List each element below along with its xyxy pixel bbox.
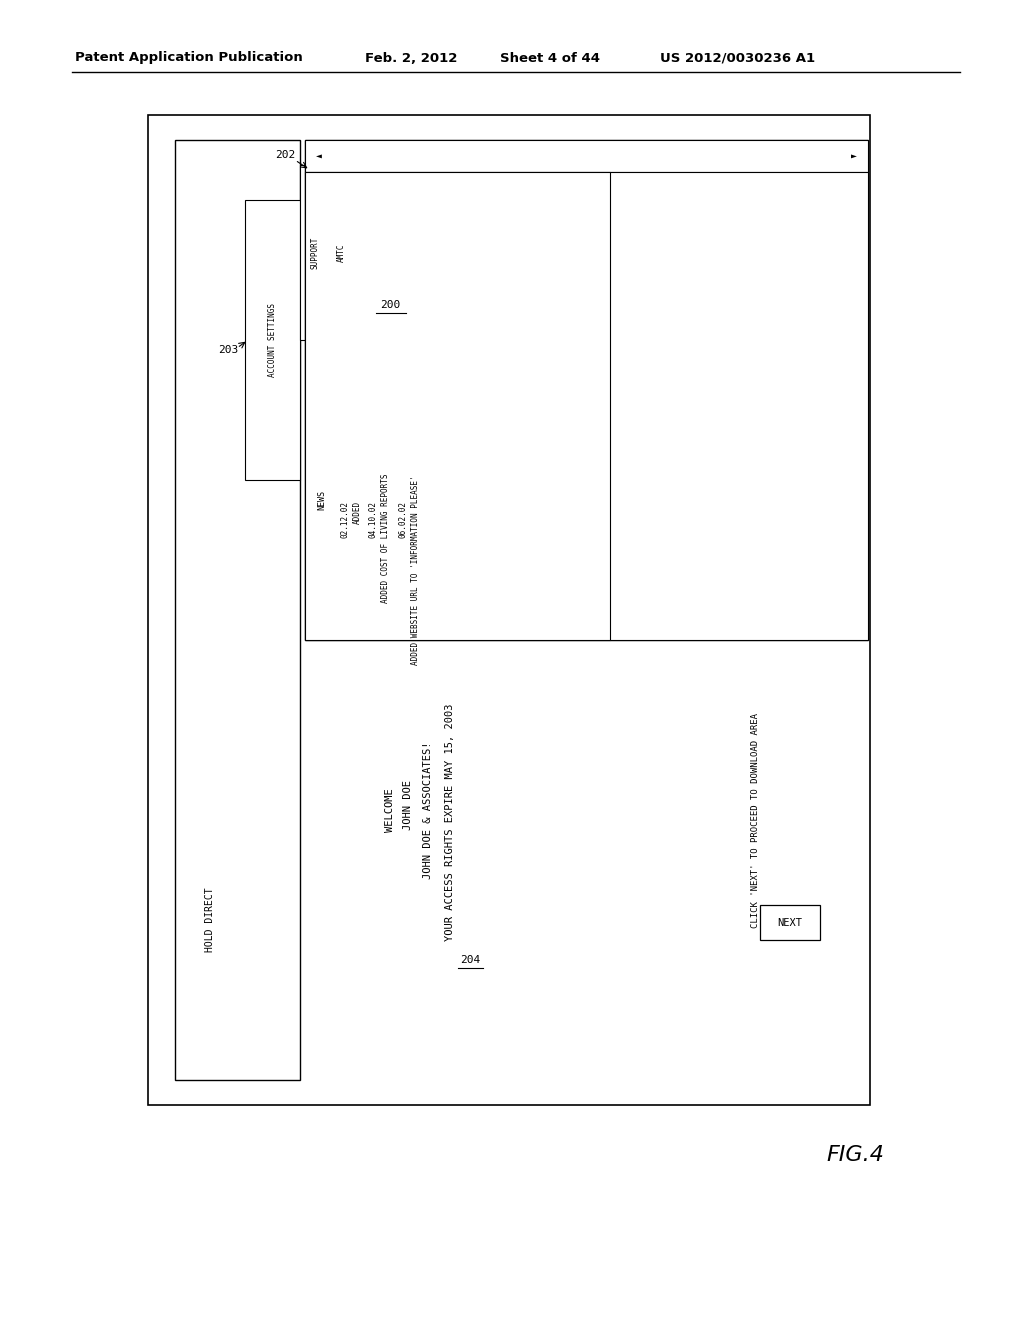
- Bar: [330, 165, 352, 341]
- Bar: [175, 140, 300, 1080]
- Text: 204: 204: [460, 954, 480, 965]
- Text: NEWS: NEWS: [317, 490, 327, 510]
- Text: JOHN DOE: JOHN DOE: [403, 780, 413, 830]
- Text: ◄: ◄: [316, 150, 322, 161]
- Bar: [148, 115, 870, 1105]
- Bar: [300, 165, 330, 341]
- Text: JOHN DOE & ASSOCIATES!: JOHN DOE & ASSOCIATES!: [423, 742, 433, 879]
- Text: WELCOME: WELCOME: [385, 788, 395, 832]
- Text: ADDED WEBSITE URL TO 'INFORMATION PLEASE': ADDED WEBSITE URL TO 'INFORMATION PLEASE…: [411, 475, 420, 665]
- Text: Sheet 4 of 44: Sheet 4 of 44: [500, 51, 600, 65]
- Bar: [305, 140, 868, 640]
- Bar: [760, 906, 820, 940]
- Text: 04.10.02: 04.10.02: [369, 502, 378, 539]
- Bar: [245, 201, 300, 480]
- Bar: [305, 140, 868, 172]
- Text: ACCOUNT SETTINGS: ACCOUNT SETTINGS: [268, 304, 278, 378]
- Text: 203: 203: [218, 345, 239, 355]
- Text: ADDED: ADDED: [352, 500, 361, 524]
- Text: 202: 202: [274, 150, 295, 160]
- Text: NEXT: NEXT: [777, 917, 803, 928]
- Bar: [305, 172, 868, 640]
- Text: Patent Application Publication: Patent Application Publication: [75, 51, 303, 65]
- Text: 200: 200: [380, 300, 400, 310]
- Text: 02.12.02: 02.12.02: [341, 502, 349, 539]
- Text: SUPPORT: SUPPORT: [310, 236, 319, 269]
- Text: Feb. 2, 2012: Feb. 2, 2012: [365, 51, 458, 65]
- Text: YOUR ACCESS RIGHTS EXPIRE MAY 15, 2003: YOUR ACCESS RIGHTS EXPIRE MAY 15, 2003: [445, 704, 455, 941]
- Text: AMTC: AMTC: [337, 243, 345, 261]
- Bar: [305, 172, 610, 640]
- Text: CLICK 'NEXT' TO PROCEED TO DOWNLOAD AREA: CLICK 'NEXT' TO PROCEED TO DOWNLOAD AREA: [751, 713, 760, 928]
- Text: 06.02.02: 06.02.02: [398, 502, 408, 539]
- Text: US 2012/0030236 A1: US 2012/0030236 A1: [660, 51, 815, 65]
- Text: HOLD DIRECT: HOLD DIRECT: [205, 887, 215, 952]
- Text: ADDED COST OF LIVING REPORTS: ADDED COST OF LIVING REPORTS: [381, 474, 389, 603]
- Text: ►: ►: [851, 150, 857, 161]
- Text: FIG.4: FIG.4: [826, 1144, 884, 1166]
